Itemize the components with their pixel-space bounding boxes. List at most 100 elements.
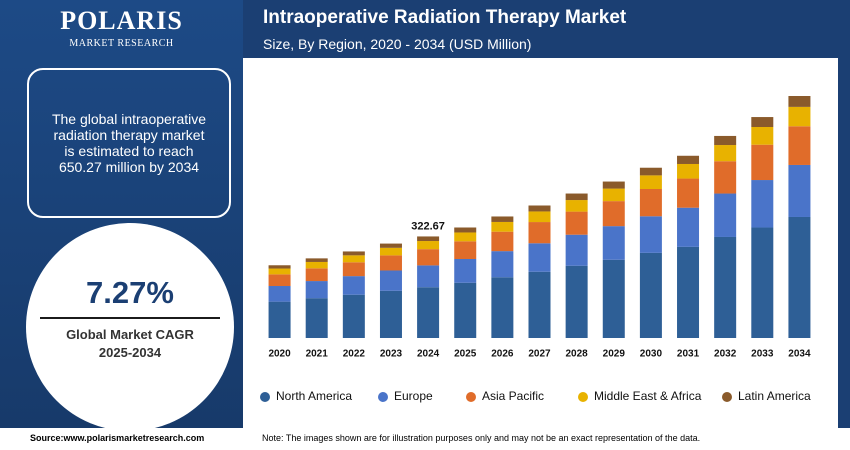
bar-segment <box>528 222 551 244</box>
bar-segment <box>268 274 291 287</box>
bar-segment <box>565 193 588 201</box>
bar-segment <box>751 127 774 145</box>
bar-segment <box>268 265 291 269</box>
bar-segment <box>751 180 774 228</box>
bar-segment <box>305 281 328 299</box>
bar-segment <box>305 261 328 269</box>
bar-segment <box>714 135 737 146</box>
bar-segment <box>602 181 625 189</box>
bar-segment <box>714 236 737 338</box>
cagr-label: Global Market CAGR <box>66 327 194 342</box>
bar-segment <box>528 271 551 338</box>
legend-label: North America <box>276 389 352 403</box>
bar-segment <box>342 294 365 338</box>
logo-tagline: MARKET RESEARCH <box>69 38 174 49</box>
bar-segment <box>677 155 700 164</box>
bar-segment <box>417 241 440 250</box>
bar-segment <box>305 258 328 262</box>
bar-segment <box>379 255 402 271</box>
legend-swatch <box>722 392 732 402</box>
bar-segment <box>602 259 625 338</box>
bar-segment <box>454 227 477 233</box>
x-tick-label: 2027 <box>528 349 551 360</box>
bar-segment <box>528 205 551 212</box>
bar-segment <box>417 287 440 338</box>
bar-segment <box>565 211 588 235</box>
bar-segment <box>305 268 328 282</box>
bar-segment <box>565 200 588 212</box>
bar-segment <box>417 236 440 242</box>
bar-segment <box>639 167 662 176</box>
bar-segment <box>751 227 774 338</box>
bar-segment <box>342 262 365 277</box>
legend-swatch <box>466 392 476 402</box>
x-tick-label: 2020 <box>268 349 291 360</box>
note: Note: The images shown are for illustrat… <box>262 433 701 443</box>
bar-segment <box>714 161 737 194</box>
legend-swatch <box>260 392 270 402</box>
bar-segment <box>417 265 440 288</box>
legend-swatch <box>578 392 588 402</box>
bar-segment <box>454 232 477 242</box>
legend-label: Middle East & Africa <box>594 389 702 403</box>
bar-segment <box>454 282 477 338</box>
bar-segment <box>454 241 477 260</box>
left-panel: POLARIS MARKET RESEARCH The global intra… <box>0 0 243 428</box>
x-tick-label: 2026 <box>491 349 514 360</box>
x-tick-label: 2021 <box>306 349 329 360</box>
bar-segment <box>677 207 700 247</box>
bar-segment <box>379 243 402 248</box>
bar-segment <box>417 249 440 266</box>
annotation: 322.67 <box>411 220 445 232</box>
legend-label: Europe <box>394 389 433 403</box>
x-tick-label: 2031 <box>677 349 700 360</box>
source: Source:www.polarismarketresearch.com <box>30 433 205 443</box>
highlight-text: The global intraoperative radiation ther… <box>51 111 207 175</box>
bar-segment <box>565 234 588 266</box>
bar-segment <box>677 178 700 208</box>
bar-segment <box>602 226 625 260</box>
bar-segment <box>528 243 551 272</box>
x-tick-label: 2028 <box>566 349 589 360</box>
header: Intraoperative Radiation Therapy Market … <box>243 0 850 58</box>
bar-segment <box>491 221 514 232</box>
bar-segment <box>528 211 551 223</box>
bar-segment <box>714 193 737 237</box>
bar-segment <box>342 251 365 256</box>
legend-swatch <box>378 392 388 402</box>
bar-segment <box>602 201 625 227</box>
bar-segment <box>379 270 402 291</box>
bar-segment <box>751 117 774 128</box>
legend-label: Asia Pacific <box>482 389 544 403</box>
chart-subtitle: Size, By Region, 2020 - 2034 (USD Millio… <box>263 36 532 52</box>
x-tick-label: 2029 <box>603 349 626 360</box>
divider <box>40 317 220 319</box>
bar-segment <box>602 188 625 202</box>
cagr-circle: 7.27% Global Market CAGR 2025-2034 <box>26 223 234 428</box>
x-tick-label: 2022 <box>343 349 366 360</box>
bar-segment <box>565 265 588 338</box>
bar-segment <box>268 301 291 338</box>
logo-name: POLARIS <box>60 6 183 35</box>
bar-segment <box>788 216 811 338</box>
bar-segment <box>751 144 774 181</box>
bar-segment <box>491 231 514 252</box>
bar-segment <box>379 247 402 256</box>
bar-segment <box>788 126 811 165</box>
bar-segment <box>379 290 402 338</box>
bar-segment <box>342 255 365 263</box>
bar-segment <box>639 252 662 338</box>
bar-segment <box>268 268 291 275</box>
bar-segment <box>639 175 662 190</box>
bar-segment <box>639 216 662 253</box>
bar-segment <box>491 277 514 338</box>
x-tick-label: 2024 <box>417 349 440 360</box>
bar-segment <box>268 286 291 302</box>
legend-label: Latin America <box>738 389 811 403</box>
bar-segment <box>788 106 811 127</box>
highlight-box: The global intraoperative radiation ther… <box>27 68 231 218</box>
bar-segment <box>342 276 365 295</box>
bar-segment <box>305 298 328 338</box>
footer: Source:www.polarismarketresearch.com Not… <box>0 428 850 450</box>
